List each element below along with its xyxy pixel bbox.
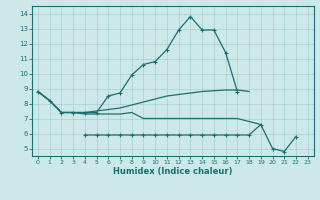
X-axis label: Humidex (Indice chaleur): Humidex (Indice chaleur) (113, 167, 233, 176)
